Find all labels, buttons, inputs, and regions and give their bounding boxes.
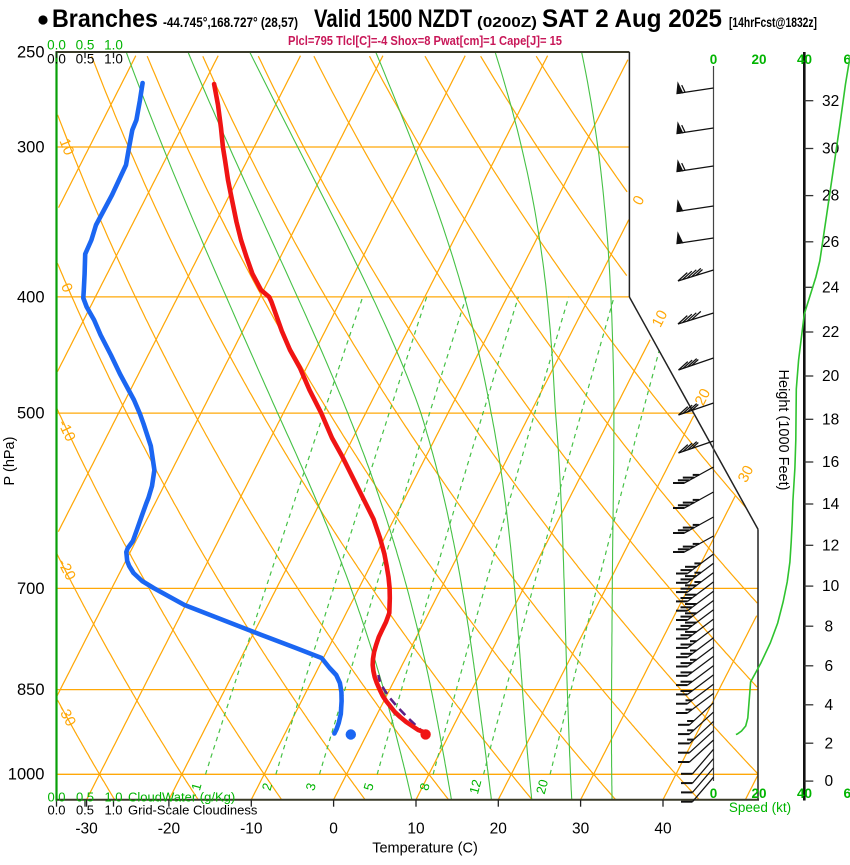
svg-text:1.0: 1.0 xyxy=(104,52,123,67)
svg-text:14: 14 xyxy=(822,496,840,513)
svg-text:18: 18 xyxy=(822,411,839,428)
svg-text:30: 30 xyxy=(735,463,758,486)
svg-text:8: 8 xyxy=(825,618,834,635)
svg-text:16: 16 xyxy=(822,454,839,471)
svg-text:Speed (kt): Speed (kt) xyxy=(729,800,791,815)
svg-text:0.0: 0.0 xyxy=(47,790,65,805)
svg-text:CloudWater (g/Kg): CloudWater (g/Kg) xyxy=(128,790,235,805)
svg-text:30: 30 xyxy=(572,821,590,838)
svg-text:1.0: 1.0 xyxy=(104,803,122,818)
svg-text:12: 12 xyxy=(466,778,484,796)
svg-text:0.5: 0.5 xyxy=(76,803,94,818)
svg-text:6: 6 xyxy=(825,658,834,675)
svg-text:0.0: 0.0 xyxy=(47,38,66,53)
svg-text:0: 0 xyxy=(710,786,718,801)
svg-text:40: 40 xyxy=(797,786,812,801)
svg-text:-10: -10 xyxy=(240,821,263,838)
svg-text:Valid 1500 NZDT: Valid 1500 NZDT xyxy=(314,5,472,33)
svg-text:Height (1000 Feet): Height (1000 Feet) xyxy=(775,370,791,491)
svg-text:0: 0 xyxy=(710,52,718,67)
svg-text:Plcl=795 Tlcl[C]=-4 Shox=8 Pwa: Plcl=795 Tlcl[C]=-4 Shox=8 Pwat[cm]=1 Ca… xyxy=(288,34,562,48)
svg-text:0.5: 0.5 xyxy=(76,52,95,67)
svg-text:10: 10 xyxy=(407,821,425,838)
svg-text:-20: -20 xyxy=(158,821,181,838)
svg-text:0: 0 xyxy=(825,773,834,790)
svg-text:SAT 2 Aug 2025: SAT 2 Aug 2025 xyxy=(542,5,722,33)
svg-text:10: 10 xyxy=(649,307,672,330)
svg-text:-30: -30 xyxy=(75,821,98,838)
svg-text:4: 4 xyxy=(825,697,834,714)
svg-text:10: 10 xyxy=(56,136,78,158)
svg-text:0: 0 xyxy=(329,821,338,838)
svg-text:60: 60 xyxy=(843,52,850,67)
svg-text:500: 500 xyxy=(17,404,45,422)
svg-text:20: 20 xyxy=(692,386,715,409)
svg-text:700: 700 xyxy=(17,580,45,598)
svg-text:850: 850 xyxy=(17,681,45,699)
svg-text:400: 400 xyxy=(17,288,45,306)
svg-text:12: 12 xyxy=(822,537,839,554)
svg-text:Temperature (C): Temperature (C) xyxy=(372,841,478,857)
svg-text:1000: 1000 xyxy=(8,766,45,784)
svg-text:1.0: 1.0 xyxy=(104,790,122,805)
svg-text:1.0: 1.0 xyxy=(104,38,123,53)
svg-text:8: 8 xyxy=(416,781,432,792)
svg-text:40: 40 xyxy=(654,821,672,838)
svg-text:32: 32 xyxy=(822,93,839,110)
svg-text:2: 2 xyxy=(825,735,834,752)
svg-text:250: 250 xyxy=(17,43,45,61)
svg-text:20: 20 xyxy=(533,778,551,796)
svg-text:-44.745°,168.727° (28,57): -44.745°,168.727° (28,57) xyxy=(163,14,298,30)
svg-text:40: 40 xyxy=(797,52,812,67)
svg-text:P (hPa): P (hPa) xyxy=(2,437,18,486)
svg-text:20: 20 xyxy=(822,368,840,385)
svg-text:0.0: 0.0 xyxy=(47,803,65,818)
svg-text:22: 22 xyxy=(822,324,839,341)
svg-text:26: 26 xyxy=(822,234,839,251)
svg-text:1: 1 xyxy=(188,781,204,792)
svg-text:10: 10 xyxy=(822,578,840,595)
svg-text:(0200Z): (0200Z) xyxy=(477,14,537,31)
svg-text:Branches: Branches xyxy=(52,5,158,33)
svg-text:0.5: 0.5 xyxy=(76,790,94,805)
svg-text:2: 2 xyxy=(259,781,275,792)
svg-text:5: 5 xyxy=(360,781,376,792)
svg-text:28: 28 xyxy=(822,188,839,205)
svg-text:20: 20 xyxy=(751,52,766,67)
svg-text:Grid-Scale Cloudiness: Grid-Scale Cloudiness xyxy=(128,803,258,818)
svg-text:0.0: 0.0 xyxy=(47,52,66,67)
svg-text:60: 60 xyxy=(843,786,850,801)
svg-text:[14hrFcst@1832z]: [14hrFcst@1832z] xyxy=(729,14,817,30)
svg-text:3: 3 xyxy=(302,781,318,792)
svg-text:300: 300 xyxy=(17,138,45,156)
svg-text:20: 20 xyxy=(490,821,508,838)
svg-text:0.5: 0.5 xyxy=(76,38,95,53)
svg-text:20: 20 xyxy=(751,786,766,801)
svg-text:24: 24 xyxy=(822,279,840,296)
